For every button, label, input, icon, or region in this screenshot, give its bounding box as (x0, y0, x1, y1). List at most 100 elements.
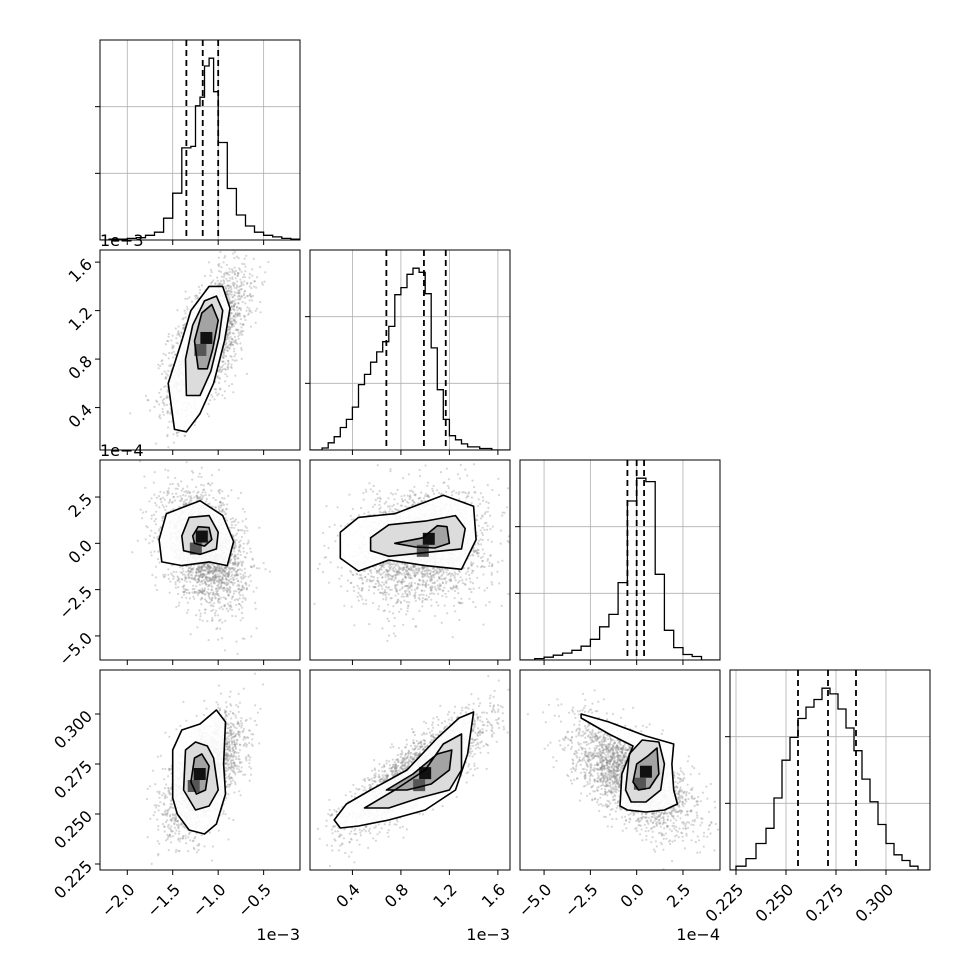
scatter-point (198, 618, 201, 621)
scatter-point (238, 546, 241, 549)
scatter-point (241, 333, 244, 336)
scatter-point (214, 569, 217, 572)
scatter-point (244, 319, 247, 322)
scatter-point (179, 335, 182, 338)
scatter-point (160, 501, 163, 504)
scatter-point (231, 323, 234, 327)
scatter-point (181, 567, 184, 570)
scatter-point (166, 426, 170, 429)
scatter-point (238, 307, 241, 310)
scatter-point (235, 555, 238, 558)
scatter-point (184, 588, 188, 592)
scatter-point (228, 346, 231, 349)
scatter-point (177, 325, 180, 328)
scatter-point (195, 495, 198, 498)
scatter-point (234, 302, 237, 306)
scatter-point (197, 574, 200, 577)
scatter-point (232, 568, 235, 571)
y-tick-label: 0.8 (65, 352, 96, 383)
scatter-point (212, 592, 215, 595)
scatter-point (197, 453, 199, 455)
scatter-point (232, 284, 235, 287)
scatter-point (239, 491, 243, 494)
scatter-point (230, 365, 233, 368)
scatter-point (225, 277, 228, 280)
scatter-point (229, 559, 232, 563)
scatter-point (189, 576, 192, 579)
scatter-point (139, 508, 142, 511)
scatter-point (161, 359, 164, 362)
scatter-point (182, 587, 185, 590)
scatter-point (240, 329, 243, 332)
scatter-point (221, 587, 224, 591)
scatter-point (221, 368, 225, 371)
scatter-point (220, 579, 223, 582)
scatter-point (230, 290, 233, 293)
scatter-point (222, 279, 225, 282)
scatter-point (236, 329, 239, 332)
scatter-point (208, 567, 212, 570)
scatter-point (214, 567, 218, 570)
scatter-point (222, 351, 225, 354)
scatter-point (235, 532, 239, 535)
scatter-point (237, 529, 240, 532)
scatter-point (233, 339, 236, 342)
scatter-point (216, 570, 219, 573)
scatter-point (198, 497, 201, 500)
scatter-point (198, 575, 201, 578)
scatter-point (231, 276, 234, 279)
scatter-point (251, 268, 254, 271)
scatter-point (221, 497, 224, 500)
scatter-point (201, 574, 204, 577)
scatter-point (210, 597, 213, 600)
scatter-point (217, 564, 220, 567)
scatter-point (230, 291, 233, 294)
scatter-point (200, 466, 203, 469)
scatter-point (234, 302, 237, 305)
scatter-point (245, 588, 248, 591)
scatter-point (231, 517, 234, 520)
scatter-point (249, 294, 252, 297)
scatter-point (160, 372, 164, 376)
scatter-point (239, 594, 242, 597)
scatter-point (223, 569, 226, 573)
scatter-point (241, 616, 244, 620)
scatter-point (200, 591, 203, 594)
scatter-point (231, 299, 234, 302)
scatter-point (174, 476, 177, 480)
scatter-point (153, 513, 156, 517)
scatter-point (224, 574, 227, 578)
scatter-point (250, 295, 253, 299)
scatter-point (231, 337, 234, 340)
scatter-point (228, 320, 231, 323)
scatter-point (226, 292, 229, 295)
scatter-point (227, 583, 230, 586)
scatter-point (197, 565, 200, 568)
scatter-point (227, 593, 230, 596)
scatter-point (204, 608, 207, 611)
scatter-point (200, 475, 203, 479)
scatter-point (229, 270, 232, 273)
scatter-point (233, 526, 236, 529)
scatter-point (233, 355, 236, 358)
scatter-point (220, 565, 223, 568)
scatter-point (218, 569, 222, 572)
scatter-point (221, 577, 224, 581)
scatter-point (217, 593, 220, 596)
scatter-point (211, 579, 215, 582)
scatter-point (197, 576, 201, 579)
scatter-point (221, 355, 224, 358)
scatter-point (206, 565, 209, 568)
scatter-point (236, 574, 239, 577)
scatter-point (231, 534, 234, 537)
scatter-point (183, 590, 186, 593)
scatter-point (129, 412, 132, 415)
scatter-point (230, 605, 233, 609)
scatter-point (236, 579, 239, 583)
scatter-point (216, 276, 219, 279)
scatter-point (179, 571, 182, 574)
scatter-point (227, 575, 230, 579)
scatter-point (239, 619, 242, 622)
scatter-point (237, 313, 240, 316)
scatter-point (198, 291, 201, 295)
